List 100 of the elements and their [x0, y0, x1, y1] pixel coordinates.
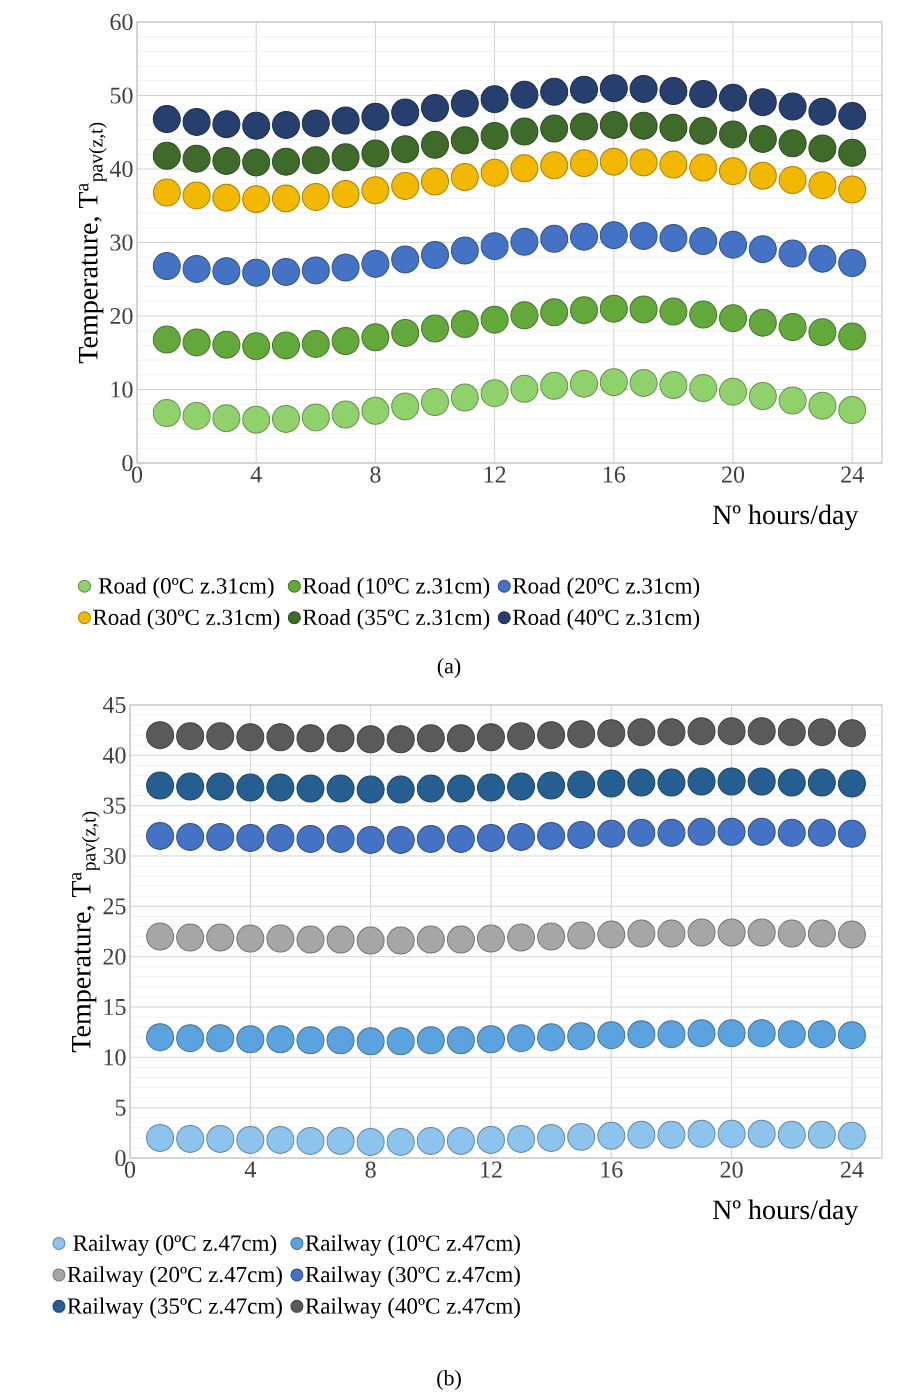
point [416, 824, 445, 853]
point [777, 1020, 806, 1049]
point [476, 1025, 505, 1054]
point [480, 379, 509, 408]
y-tick-label: 45 [102, 697, 126, 714]
point [242, 332, 271, 361]
point [272, 110, 300, 139]
point [778, 239, 807, 268]
point [476, 723, 505, 752]
point [657, 1020, 686, 1049]
point [266, 924, 295, 953]
point [537, 1023, 566, 1052]
point [331, 106, 360, 135]
point [236, 723, 265, 752]
point [152, 105, 181, 134]
point [242, 185, 271, 214]
y-tick-label: 0 [115, 1149, 126, 1167]
point [510, 117, 539, 146]
point [152, 252, 181, 281]
point [361, 249, 390, 278]
point [597, 920, 626, 949]
point [146, 922, 175, 951]
point [272, 257, 300, 286]
point [717, 717, 746, 746]
point [421, 314, 449, 343]
x-tick-label: 20 [720, 1161, 743, 1178]
point [296, 925, 325, 954]
y-tick-label: 10 [111, 381, 133, 398]
y-tick-label: 30 [103, 847, 126, 865]
point [687, 1019, 716, 1048]
point [421, 167, 449, 196]
point [689, 116, 718, 145]
point [717, 1119, 746, 1148]
legend-label: Road (0ºC z.31cm) [98, 577, 274, 599]
y-tick-label: 10 [104, 1049, 126, 1066]
point [446, 774, 475, 803]
x-axis-title: Nº hours/day [712, 1199, 859, 1226]
point [386, 725, 415, 754]
point [507, 923, 536, 952]
point [146, 1123, 175, 1152]
point [599, 294, 628, 323]
point [331, 327, 360, 355]
point [146, 1023, 175, 1052]
point [206, 1024, 235, 1053]
point [540, 151, 569, 180]
point [748, 124, 777, 153]
x-axis-title: Nº hours/day [712, 504, 859, 531]
point [837, 819, 866, 848]
point [629, 111, 658, 140]
point [537, 771, 566, 800]
point [361, 323, 390, 352]
point [182, 401, 211, 430]
point [687, 817, 716, 846]
point [837, 920, 866, 949]
legend-label: Railway (20ºC z.47cm) [67, 1266, 282, 1288]
point [629, 148, 658, 177]
point [778, 313, 807, 342]
y-tick-label: 40 [102, 747, 126, 764]
point [807, 1120, 836, 1149]
point [296, 1126, 325, 1155]
point [386, 775, 415, 804]
point [507, 722, 536, 751]
point [570, 222, 598, 251]
legend-label: Railway (40ºC z.47cm) [305, 1297, 520, 1319]
point [717, 1019, 746, 1048]
point [567, 720, 596, 749]
point [657, 818, 686, 847]
point [599, 110, 628, 139]
point [808, 318, 837, 347]
point [717, 918, 746, 947]
point [687, 767, 716, 796]
point [416, 925, 445, 954]
legend-label: Railway (0ºC z.47cm) [73, 1234, 277, 1256]
point [236, 924, 265, 953]
point [301, 256, 330, 285]
point [296, 724, 325, 753]
point [510, 80, 539, 109]
point [182, 181, 211, 210]
point [717, 767, 746, 796]
y-tick-label: 5 [115, 1099, 126, 1116]
point [808, 391, 837, 420]
point [689, 153, 718, 182]
point [391, 392, 420, 421]
point [176, 923, 205, 952]
point [659, 150, 688, 179]
point [507, 1124, 536, 1153]
point [748, 308, 777, 337]
point [537, 922, 566, 951]
point [570, 369, 598, 398]
point [242, 405, 271, 434]
point [326, 1026, 355, 1055]
point [182, 254, 211, 283]
y-tick-label: 15 [104, 998, 126, 1016]
point [152, 325, 181, 354]
point [212, 257, 241, 286]
point [272, 404, 300, 433]
point [242, 258, 271, 287]
point [838, 102, 867, 131]
point [176, 722, 205, 751]
point [326, 824, 355, 853]
